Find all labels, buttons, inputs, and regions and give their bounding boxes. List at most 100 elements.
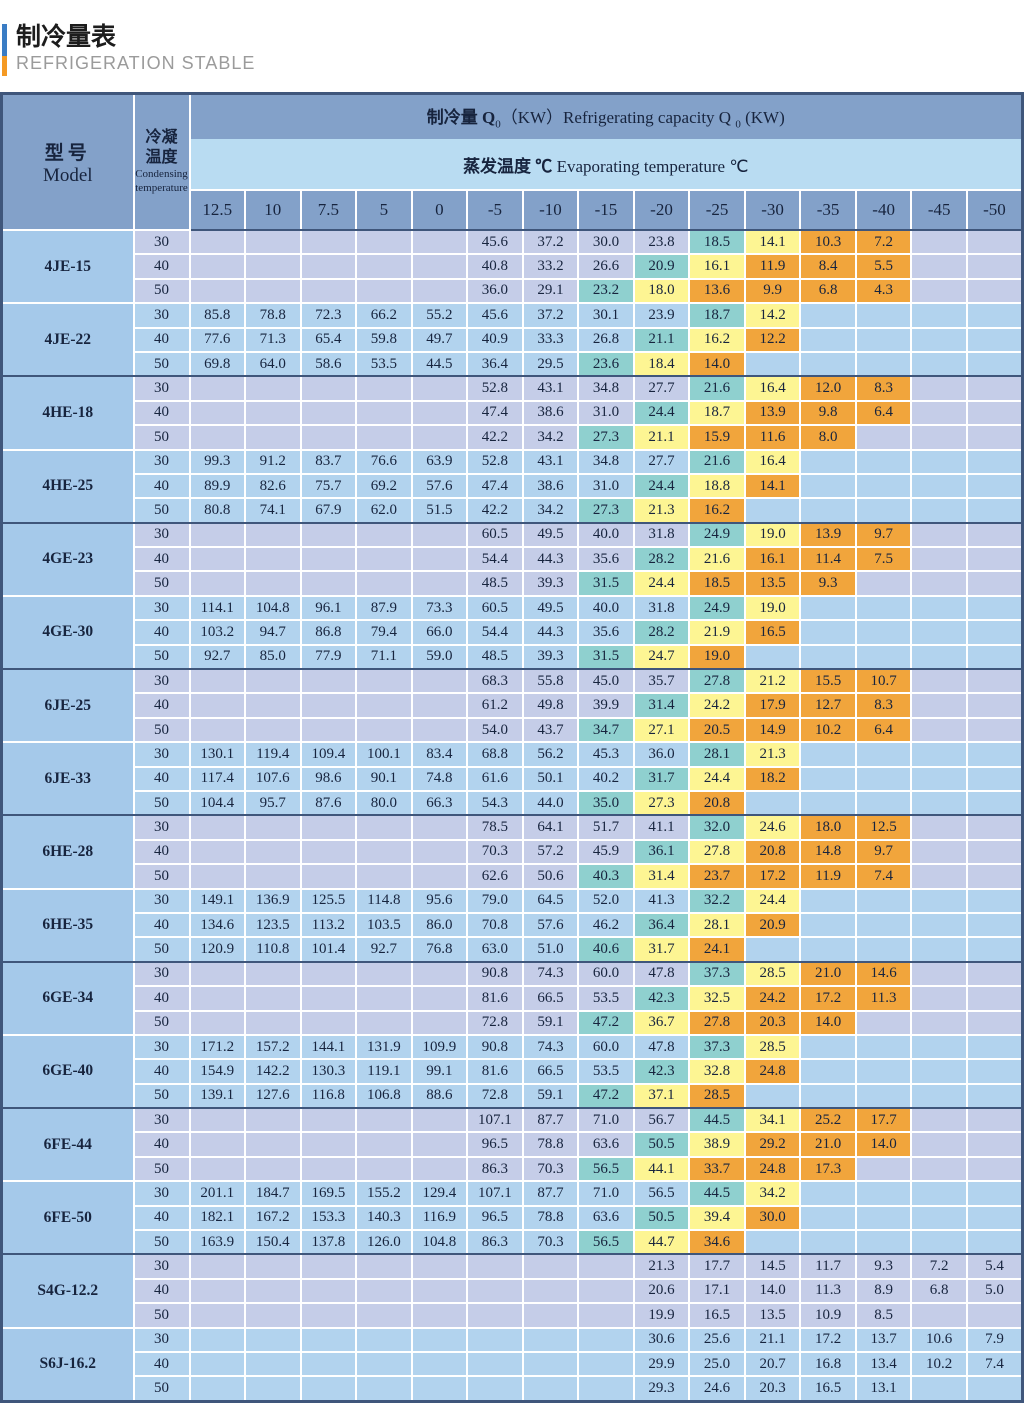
capacity-cell: 140.3 (355, 1204, 413, 1232)
empty-cell (299, 692, 358, 719)
capacity-cell: 8.9 (854, 1277, 913, 1305)
empty-cell (188, 1326, 247, 1353)
capacity-cell: 21.0 (799, 960, 857, 988)
empty-cell (355, 375, 413, 402)
empty-cell (299, 863, 358, 890)
empty-cell (743, 643, 802, 671)
capacity-cell: 74.3 (521, 1033, 580, 1061)
condensing-temp-cell: 50 (132, 1302, 191, 1329)
empty-cell (355, 716, 413, 744)
row-4GE-23-30: 4GE-23 30 60.5 49.5 40.0 31.8 24.9 19.0 13.9 9.7 (0, 521, 1024, 597)
capacity-cell: 157.2 (244, 1033, 302, 1061)
capacity-cell: 45.0 (577, 668, 635, 695)
empty-cell (910, 497, 968, 524)
capacity-cell: 106.8 (355, 1082, 413, 1110)
empty-cell (854, 1033, 913, 1061)
column-header-10: 10 (244, 189, 302, 231)
capacity-cell: 103.5 (355, 911, 413, 939)
capacity-cell: 18.5 (688, 570, 746, 597)
capacity-cell: 64.0 (244, 350, 302, 378)
condensing-temp-cell: 30 (132, 521, 191, 549)
condensing-temp-cell: 30 (132, 1253, 191, 1280)
capacity-cell: 77.6 (188, 326, 247, 353)
empty-cell (299, 521, 358, 549)
capacity-cell: 24.6 (743, 814, 802, 841)
capacity-cell: 31.7 (632, 936, 691, 963)
capacity-cell: 37.2 (521, 228, 580, 256)
row-4JE-15-40: 40 40.8 33.2 26.6 20.9 16.1 11.9 8.4 5.5 (2, 253, 1024, 280)
capacity-cell: 14.2 (743, 302, 802, 329)
capacity-cell: 20.8 (688, 789, 746, 817)
capacity-cell: 66.0 (410, 619, 469, 646)
capacity-cell: 45.9 (577, 838, 635, 866)
capacity-cell: 36.4 (466, 350, 524, 378)
model-name-4GE-23: 4GE-23 (0, 521, 135, 597)
capacity-cell: 6.8 (799, 277, 857, 305)
capacity-cell: 12.7 (799, 692, 857, 719)
capacity-cell: 11.3 (854, 985, 913, 1012)
capacity-cell: 104.8 (410, 1228, 469, 1256)
capacity-cell: 87.6 (299, 789, 358, 817)
capacity-cell: 24.8 (743, 1155, 802, 1183)
page-title: 制冷量表 (16, 23, 117, 51)
empty-cell (965, 985, 1024, 1012)
capacity-cell: 59.1 (521, 1009, 580, 1036)
capacity-cell: 21.3 (632, 1253, 691, 1280)
empty-cell (299, 253, 358, 280)
empty-cell (965, 936, 1024, 963)
capacity-cell: 36.7 (632, 1009, 691, 1036)
row-4JE-15-30: 4JE-15 30 45.6 37.2 30.0 23.8 18.5 14.1 10.3 7.2 (0, 228, 1024, 305)
empty-cell (854, 887, 913, 914)
capacity-cell: 5.0 (965, 1277, 1024, 1305)
evaporating-temp-scale-row: 12.5 10 7.5 5 0 -5 -10 -15 -20 -25 -30 -35 -40 -45 -50 (2, 189, 1024, 231)
capacity-cell: 11.9 (743, 253, 802, 280)
capacity-cell: 34.2 (743, 1180, 802, 1207)
capacity-cell: 96.1 (299, 594, 358, 622)
capacity-cell: 85.0 (244, 643, 302, 671)
capacity-cell: 36.4 (632, 911, 691, 939)
empty-cell (410, 1350, 469, 1378)
empty-cell (965, 228, 1024, 256)
page-header: 制冷量表 REFRIGERATION STABLE (0, 0, 1024, 92)
capacity-cell: 92.7 (355, 936, 413, 963)
capacity-cell: 25.6 (688, 1326, 746, 1353)
condensing-temp-cell: 50 (132, 1082, 191, 1110)
capacity-cell: 24.4 (632, 472, 691, 500)
empty-cell (466, 1350, 524, 1378)
capacity-cell: 44.7 (632, 1228, 691, 1256)
capacity-cell: 24.2 (688, 692, 746, 719)
empty-cell (521, 1277, 580, 1305)
capacity-cell: 27.8 (688, 838, 746, 866)
empty-cell (299, 1350, 358, 1378)
capacity-cell: 69.8 (188, 350, 247, 378)
capacity-cell: 18.5 (688, 228, 746, 256)
condensing-temp-cell: 30 (132, 448, 191, 475)
column-header-0: 0 (410, 189, 469, 231)
empty-cell (799, 741, 857, 768)
capacity-cell: 110.8 (244, 936, 302, 963)
empty-cell (244, 570, 302, 597)
empty-cell (299, 1107, 358, 1134)
capacity-cell: 13.1 (854, 1375, 913, 1403)
empty-cell (299, 1253, 358, 1280)
empty-cell (410, 277, 469, 305)
row-6HE-35-40: 40 134.6 123.5 113.2 103.5 86.0 70.8 57.6 46.2 36… (2, 911, 1024, 939)
capacity-cell: 32.2 (688, 887, 746, 914)
capacity-cell: 19.0 (743, 521, 802, 549)
capacity-cell: 7.4 (965, 1350, 1024, 1378)
capacity-cell: 10.9 (799, 1302, 857, 1329)
empty-cell (910, 1033, 968, 1061)
capacity-cell: 24.6 (688, 1375, 746, 1403)
empty-cell (466, 1277, 524, 1305)
condensing-temp-cell: 50 (132, 863, 191, 890)
row-4JE-22-30: 4JE-22 30 85.8 78.8 72.3 66.2 55.2 45.6 37.2 30.1… (0, 302, 1024, 378)
capacity-cell: 47.2 (577, 1082, 635, 1110)
capacity-cell: 125.5 (299, 887, 358, 914)
capacity-cell: 30.0 (577, 228, 635, 256)
empty-cell (299, 668, 358, 695)
capacity-cell: 99.3 (188, 448, 247, 475)
empty-cell (410, 1009, 469, 1036)
capacity-cell: 6.4 (854, 399, 913, 427)
capacity-cell: 12.5 (854, 814, 913, 841)
capacity-cell: 31.8 (632, 594, 691, 622)
